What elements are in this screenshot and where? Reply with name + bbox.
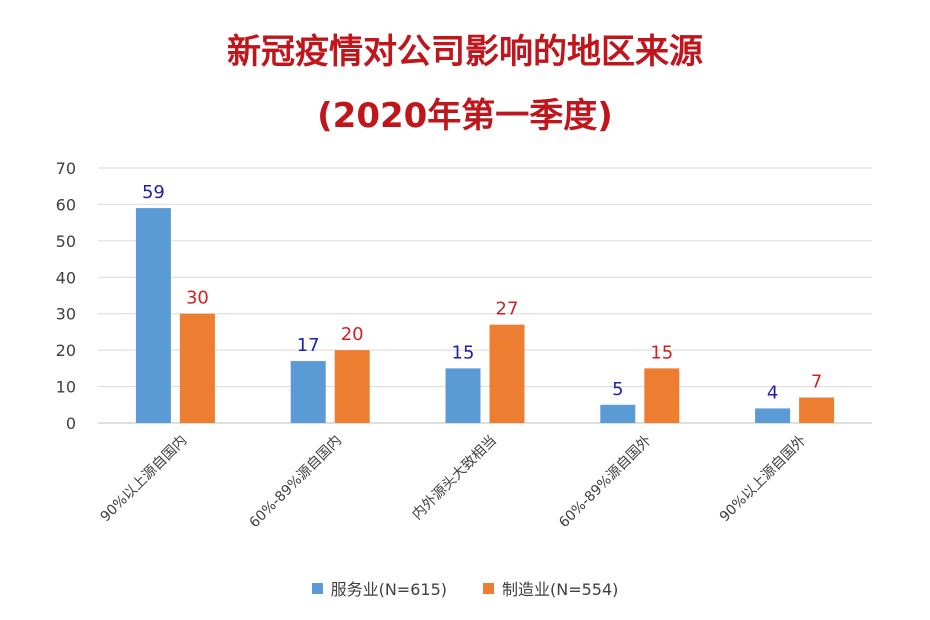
legend-swatch-service bbox=[311, 582, 323, 594]
y-tick-label: 50 bbox=[56, 232, 76, 251]
legend-swatch-manufacturing bbox=[483, 582, 494, 594]
data-label: 15 bbox=[650, 342, 673, 363]
bar bbox=[755, 408, 791, 423]
y-tick-label: 20 bbox=[56, 341, 76, 360]
y-tick-label: 60 bbox=[56, 195, 76, 214]
x-category-label: 90%以上源自国外 bbox=[717, 433, 810, 526]
data-label: 7 bbox=[811, 372, 822, 393]
data-label: 30 bbox=[186, 288, 209, 309]
bar bbox=[799, 397, 835, 423]
bar bbox=[179, 313, 215, 423]
bar bbox=[290, 361, 326, 423]
bar bbox=[445, 368, 481, 423]
x-category-label: 内外源头大致相当 bbox=[409, 433, 500, 524]
legend-item-service: 服务业(N=615) bbox=[311, 576, 447, 600]
data-label: 59 bbox=[142, 182, 165, 203]
x-category-label: 90%以上源自国内 bbox=[98, 433, 191, 526]
legend-label-service: 服务业(N=615) bbox=[330, 580, 447, 599]
chart-title: 新冠疫情对公司影响的地区来源 bbox=[227, 32, 703, 72]
legend-label-manufacturing: 制造业(N=554) bbox=[502, 580, 619, 599]
data-label: 20 bbox=[341, 324, 364, 345]
data-label: 15 bbox=[452, 342, 475, 363]
y-tick-label: 10 bbox=[56, 378, 76, 397]
bar bbox=[600, 404, 636, 423]
data-label: 17 bbox=[297, 335, 320, 356]
x-category-label: 60%-89%源自国内 bbox=[247, 433, 345, 531]
data-label: 27 bbox=[496, 299, 519, 320]
y-tick-label: 0 bbox=[66, 414, 76, 433]
bar bbox=[135, 208, 171, 423]
bar bbox=[644, 368, 680, 423]
chart-subtitle: (2020年第一季度) bbox=[317, 96, 613, 136]
bar bbox=[489, 324, 525, 423]
legend-item-manufacturing: 制造业(N=554) bbox=[483, 576, 618, 600]
bar bbox=[334, 350, 370, 423]
x-category-label: 60%-89%源自国外 bbox=[556, 433, 654, 531]
y-tick-label: 30 bbox=[56, 305, 76, 324]
y-tick-label: 40 bbox=[56, 268, 76, 287]
chart-legend: 服务业(N=615) 制造业(N=554) bbox=[0, 576, 930, 600]
data-label: 4 bbox=[767, 382, 778, 403]
y-tick-label: 70 bbox=[56, 159, 76, 178]
data-label: 5 bbox=[612, 379, 623, 400]
